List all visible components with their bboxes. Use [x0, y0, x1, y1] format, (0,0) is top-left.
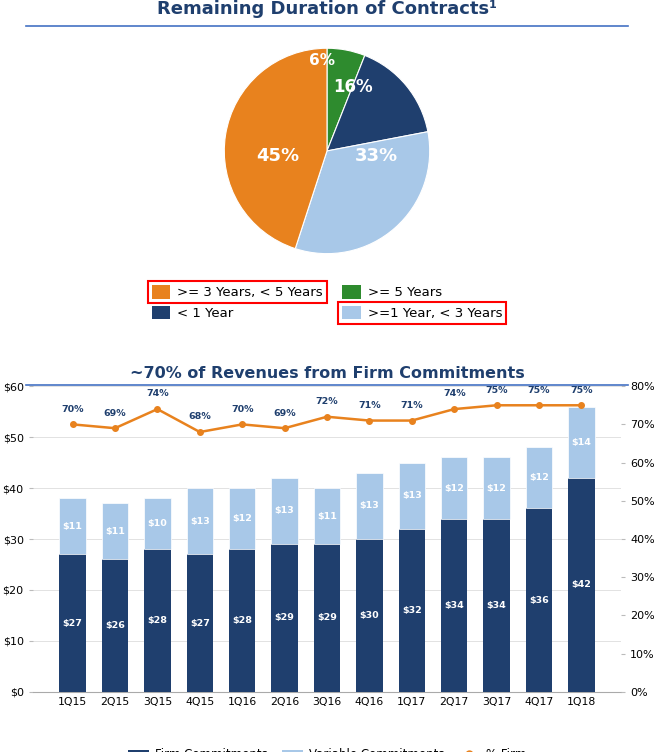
% Firm	[408, 416, 416, 425]
Bar	[356, 473, 383, 539]
Bar	[145, 549, 171, 692]
% Firm	[450, 405, 458, 414]
Bar	[526, 508, 552, 692]
Line: % Firm: % Firm	[70, 402, 584, 435]
% Firm	[69, 420, 77, 429]
Wedge shape	[295, 132, 430, 253]
Bar	[483, 519, 509, 692]
Bar	[399, 462, 425, 529]
Title: Remaining Duration of Contracts¹: Remaining Duration of Contracts¹	[157, 0, 497, 18]
Text: 70%: 70%	[231, 405, 254, 414]
Text: $12: $12	[487, 484, 507, 493]
Text: $13: $13	[402, 491, 422, 500]
Text: $29: $29	[317, 614, 337, 623]
Text: $42: $42	[572, 581, 591, 590]
Text: 75%: 75%	[485, 386, 508, 395]
Text: $34: $34	[487, 601, 506, 610]
Bar	[399, 529, 425, 692]
Text: 71%: 71%	[358, 401, 381, 410]
Text: 74%: 74%	[443, 390, 466, 399]
Text: $10: $10	[148, 519, 167, 528]
Text: $32: $32	[402, 606, 422, 615]
Text: $30: $30	[360, 611, 379, 620]
Text: $13: $13	[275, 507, 294, 515]
Text: 75%: 75%	[528, 386, 550, 395]
Text: 6%: 6%	[309, 53, 335, 68]
Text: $13: $13	[360, 502, 379, 511]
Bar	[145, 499, 171, 549]
Bar	[186, 488, 213, 554]
Wedge shape	[327, 48, 365, 151]
Text: $26: $26	[105, 621, 125, 630]
Wedge shape	[224, 48, 327, 249]
Text: 33%: 33%	[354, 147, 398, 165]
Text: $14: $14	[572, 438, 591, 447]
% Firm	[535, 401, 543, 410]
Bar	[229, 488, 255, 549]
Bar	[526, 447, 552, 508]
Text: 16%: 16%	[333, 78, 373, 96]
Text: $28: $28	[147, 616, 167, 625]
Bar	[441, 457, 468, 519]
Text: $12: $12	[444, 484, 464, 493]
Bar	[314, 544, 340, 692]
% Firm	[323, 412, 331, 421]
Bar	[483, 457, 509, 519]
Bar	[568, 478, 594, 692]
Text: $28: $28	[232, 616, 252, 625]
Text: 69%: 69%	[273, 408, 296, 417]
Text: 75%: 75%	[570, 386, 593, 395]
Text: 45%: 45%	[256, 147, 300, 165]
Legend: >= 3 Years, < 5 Years, < 1 Year, >= 5 Years, >=1 Year, < 3 Years: >= 3 Years, < 5 Years, < 1 Year, >= 5 Ye…	[148, 281, 506, 324]
% Firm	[238, 420, 246, 429]
% Firm	[577, 401, 585, 410]
Text: 74%: 74%	[146, 390, 169, 399]
% Firm	[492, 401, 500, 410]
% Firm	[196, 428, 204, 437]
Text: $11: $11	[105, 527, 125, 536]
Text: $27: $27	[63, 619, 82, 628]
Title: ~70% of Revenues from Firm Commitments: ~70% of Revenues from Firm Commitments	[129, 365, 525, 381]
Text: $12: $12	[232, 514, 252, 523]
Text: $36: $36	[529, 596, 549, 605]
Bar	[186, 554, 213, 692]
Wedge shape	[327, 56, 428, 151]
Text: 70%: 70%	[61, 405, 84, 414]
Legend: Firm Commitments, Variable Commitments, % Firm: Firm Commitments, Variable Commitments, …	[123, 744, 531, 752]
Bar	[271, 478, 298, 544]
Bar	[271, 544, 298, 692]
Bar	[102, 559, 128, 692]
Text: $29: $29	[275, 614, 294, 623]
Text: $34: $34	[444, 601, 464, 610]
Bar	[102, 503, 128, 559]
Bar	[60, 499, 86, 554]
% Firm	[111, 423, 119, 432]
Text: $27: $27	[190, 619, 210, 628]
Text: $13: $13	[190, 517, 210, 526]
Bar	[314, 488, 340, 544]
% Firm	[154, 405, 162, 414]
Text: 68%: 68%	[188, 412, 211, 421]
Text: $11: $11	[63, 522, 82, 531]
Text: $11: $11	[317, 511, 337, 520]
Bar	[229, 549, 255, 692]
Text: 69%: 69%	[104, 408, 126, 417]
Text: 72%: 72%	[316, 397, 338, 406]
Bar	[568, 407, 594, 478]
% Firm	[366, 416, 373, 425]
Bar	[60, 554, 86, 692]
Text: $12: $12	[529, 473, 549, 482]
% Firm	[281, 423, 288, 432]
Text: 71%: 71%	[400, 401, 423, 410]
Bar	[356, 539, 383, 692]
Bar	[441, 519, 468, 692]
